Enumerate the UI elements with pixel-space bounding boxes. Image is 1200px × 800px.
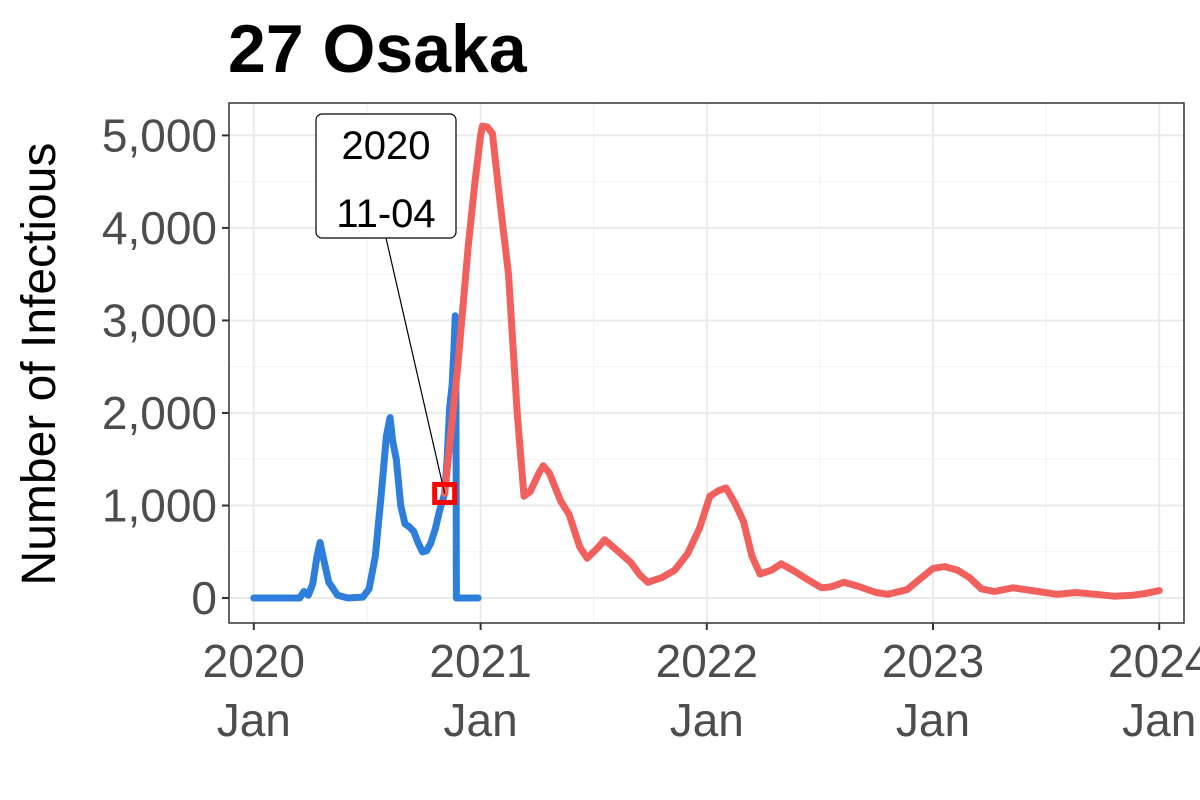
annotation-box — [315, 113, 457, 239]
annotation-layer: 2020 11-04 — [315, 113, 458, 505]
x-tick-label-year: 2020 — [203, 635, 305, 687]
y-tick-label: 1,000 — [102, 479, 217, 531]
y-tick-label: 2,000 — [102, 387, 217, 439]
y-tick-label: 4,000 — [102, 202, 217, 254]
annotation-leader-line — [385, 237, 446, 494]
x-tick-label-year: 2024 — [1108, 635, 1200, 687]
y-axis-label: Number of Infectious — [13, 143, 66, 586]
y-axis-ticks: 0 1,000 2,000 3,000 4,000 5,000 — [102, 109, 229, 624]
y-tick-label: 0 — [191, 572, 217, 624]
series-layer — [250, 122, 1163, 602]
x-tick-label-month: Jan — [1122, 694, 1196, 746]
x-tick-label-year: 2023 — [882, 635, 984, 687]
x-tick-label-year: 2022 — [656, 635, 758, 687]
x-tick-label-year: 2021 — [429, 635, 531, 687]
x-tick-label-month: Jan — [670, 694, 744, 746]
x-tick-label-month: Jan — [217, 694, 291, 746]
y-tick-label: 5,000 — [102, 109, 217, 161]
chart-title: 27 Osaka — [228, 11, 528, 87]
series-line-2 — [441, 122, 1163, 600]
plot-border — [228, 102, 1185, 624]
annotation-label-year: 2020 — [342, 124, 431, 168]
highlight-marker — [432, 481, 458, 505]
x-tick-label-month: Jan — [444, 694, 518, 746]
x-axis-ticks: 2020 Jan 2021 Jan 2022 Jan 2023 Jan 2024 Jan — [203, 623, 1200, 746]
y-tick-label: 3,000 — [102, 294, 217, 346]
x-tick-label-month: Jan — [896, 694, 970, 746]
annotation-label-date: 11-04 — [336, 192, 435, 236]
